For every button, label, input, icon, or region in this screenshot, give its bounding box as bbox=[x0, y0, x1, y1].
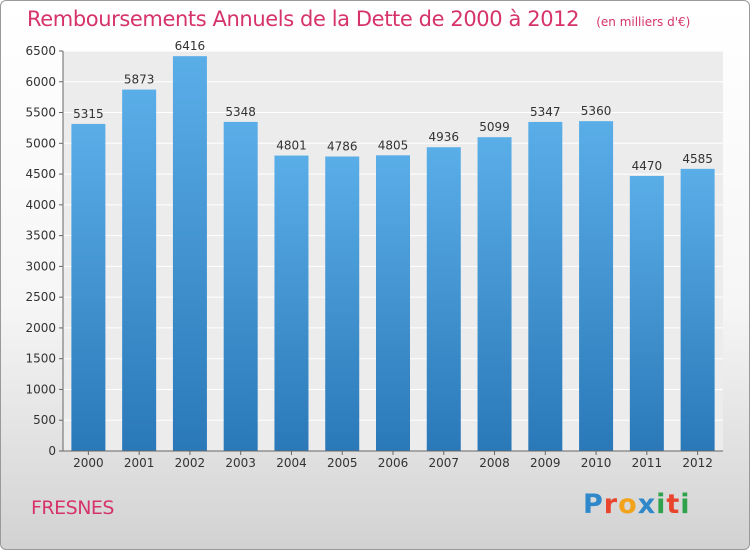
y-tick-label: 4500 bbox=[25, 167, 56, 181]
chart-title: Remboursements Annuels de la Dette de 20… bbox=[27, 7, 580, 31]
bar-2000 bbox=[71, 123, 106, 451]
logo-letter: t bbox=[666, 489, 681, 520]
x-tick-label-2001: 2001 bbox=[124, 456, 155, 470]
value-label-2011: 4470 bbox=[632, 159, 663, 173]
bar-2004 bbox=[274, 155, 309, 452]
y-tick-label: 3500 bbox=[25, 229, 56, 243]
bar-2008 bbox=[477, 137, 512, 451]
x-tick-label-2009: 2009 bbox=[530, 456, 561, 470]
bar-2012 bbox=[680, 168, 715, 451]
value-label-2003: 5348 bbox=[225, 105, 256, 119]
y-tick-label: 500 bbox=[33, 413, 56, 427]
x-tick-label-2000: 2000 bbox=[73, 456, 104, 470]
x-tick-label-2003: 2003 bbox=[225, 456, 256, 470]
proxiti-logo: Proxiti bbox=[583, 489, 691, 520]
y-tick-label: 6000 bbox=[25, 75, 56, 89]
value-label-2001: 5873 bbox=[124, 73, 155, 87]
logo-letter: x bbox=[637, 489, 657, 520]
logo-letter: i bbox=[680, 489, 691, 520]
bar-2002 bbox=[172, 56, 207, 452]
value-label-2000: 5315 bbox=[73, 107, 104, 121]
x-tick-label-2012: 2012 bbox=[682, 456, 713, 470]
y-tick-label: 4000 bbox=[25, 198, 56, 212]
bar-2001 bbox=[122, 89, 157, 451]
y-tick-label: 1000 bbox=[25, 382, 56, 396]
y-tick-label: 5000 bbox=[25, 136, 56, 150]
y-tick-label: 0 bbox=[48, 444, 56, 458]
city-name: FRESNES bbox=[31, 497, 114, 519]
bar-2009 bbox=[528, 121, 563, 451]
logo-letter: o bbox=[618, 489, 638, 520]
value-label-2006: 4805 bbox=[378, 138, 409, 152]
bar-2007 bbox=[426, 147, 461, 451]
y-tick-label: 2000 bbox=[25, 321, 56, 335]
x-tick-label-2002: 2002 bbox=[175, 456, 206, 470]
y-tick-label: 5500 bbox=[25, 106, 56, 120]
value-label-2008: 5099 bbox=[479, 120, 510, 134]
logo-letter: i bbox=[656, 489, 667, 520]
x-tick-label-2010: 2010 bbox=[581, 456, 612, 470]
y-tick-label: 1500 bbox=[25, 352, 56, 366]
bar-2006 bbox=[376, 155, 410, 452]
value-label-2012: 4585 bbox=[682, 152, 713, 166]
x-tick-label-2007: 2007 bbox=[428, 456, 459, 470]
logo-letter: P bbox=[583, 489, 604, 520]
bar-2003 bbox=[223, 121, 258, 452]
x-tick-label-2005: 2005 bbox=[327, 456, 358, 470]
y-tick-label: 6500 bbox=[25, 44, 56, 58]
bar-2011 bbox=[629, 175, 664, 451]
title-row: Remboursements Annuels de la Dette de 20… bbox=[27, 7, 690, 31]
x-tick-label-2008: 2008 bbox=[479, 456, 510, 470]
value-label-2004: 4801 bbox=[276, 139, 307, 153]
chart-unit-note: (en milliers d'€) bbox=[596, 15, 691, 29]
y-tick-label: 2500 bbox=[25, 290, 56, 304]
y-tick-label: 3000 bbox=[25, 259, 56, 273]
bar-2010 bbox=[579, 121, 614, 452]
value-label-2005: 4786 bbox=[327, 139, 358, 153]
bar-2005 bbox=[325, 156, 360, 451]
x-tick-label-2004: 2004 bbox=[276, 456, 307, 470]
value-label-2007: 4936 bbox=[428, 130, 459, 144]
value-label-2009: 5347 bbox=[530, 105, 561, 119]
value-label-2010: 5360 bbox=[581, 104, 612, 118]
x-tick-label-2011: 2011 bbox=[632, 456, 663, 470]
value-label-2002: 6416 bbox=[175, 39, 206, 53]
x-tick-label-2006: 2006 bbox=[378, 456, 409, 470]
logo-letter: r bbox=[603, 489, 619, 520]
